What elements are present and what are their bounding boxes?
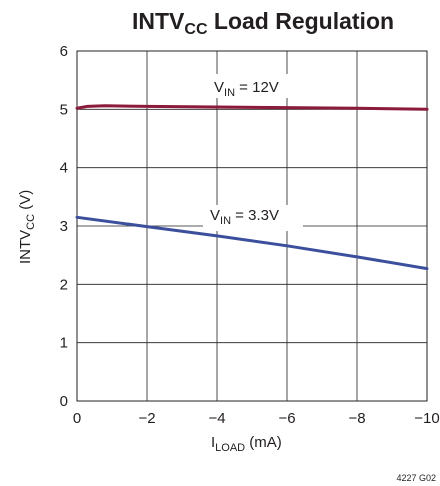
y-axis-label-sub: CC — [25, 214, 37, 230]
y-tick-labels: 0 1 2 3 4 5 6 — [60, 43, 68, 410]
series-label-3v3-rest: = 3.3V — [231, 207, 279, 224]
series-line-0 — [75, 104, 429, 111]
chart-title-sub: CC — [184, 21, 208, 38]
figure-id: 4227 G02 — [396, 473, 436, 483]
chart-title-rest: Load Regulation — [208, 8, 395, 34]
label-bg-12v — [208, 74, 308, 98]
series-line-1 — [75, 215, 429, 271]
series-label-12v-sub: IN — [224, 87, 235, 99]
series-label-12v-main: V — [214, 79, 224, 96]
x-axis-label-sub: LOAD — [215, 442, 245, 454]
y-axis-label-main: INTV — [17, 230, 34, 264]
x-tick-labels: 0 −2 −4 −6 −8 −10 — [73, 410, 440, 427]
y-tick-label: 5 — [60, 101, 68, 118]
chart-title: INTVCC Load Regulation — [132, 8, 394, 38]
y-axis-label: INTVCC (V) — [17, 190, 37, 264]
y-tick-label: 0 — [60, 393, 68, 410]
chart-title-main: INTV — [132, 8, 185, 34]
series-label-3v3: VIN = 3.3V — [210, 207, 279, 227]
x-tick-label: 0 — [73, 410, 81, 427]
x-tick-label: −8 — [348, 410, 365, 427]
series-lines — [75, 104, 429, 271]
y-axis-label-rest: (V) — [17, 190, 34, 214]
x-tick-label: −6 — [278, 410, 295, 427]
y-tick-label: 2 — [60, 276, 68, 293]
y-tick-label: 6 — [60, 43, 68, 60]
y-tick-label: 4 — [60, 160, 68, 177]
label-bg-3v3 — [203, 205, 303, 231]
x-axis-label: ILOAD (mA) — [211, 434, 282, 454]
series-label-12v-rest: = 12V — [235, 79, 279, 96]
x-axis-label-rest: (mA) — [245, 434, 282, 451]
y-tick-label: 3 — [60, 218, 68, 235]
y-tick-label: 1 — [60, 335, 68, 352]
series-label-3v3-sub: IN — [220, 215, 231, 227]
x-tick-label: −4 — [208, 410, 225, 427]
x-tick-label: −10 — [414, 410, 439, 427]
plot-frame — [76, 50, 428, 402]
series-label-12v: VIN = 12V — [214, 79, 279, 99]
series-label-3v3-main: V — [210, 207, 220, 224]
x-tick-label: −2 — [138, 410, 155, 427]
x-axis-label-main: I — [211, 434, 215, 451]
